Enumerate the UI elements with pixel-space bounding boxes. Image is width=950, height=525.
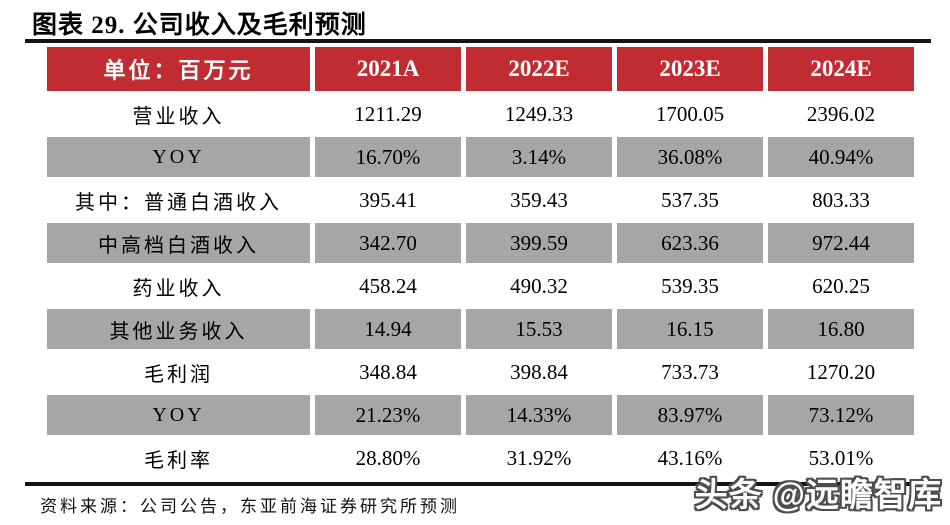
- table-cell: 1700.05: [655, 101, 725, 126]
- year-header-2024e: 2024E: [768, 47, 914, 91]
- table-row-revenue: 营业收入 1211.29 1249.33 1700.05 2396.02: [47, 94, 914, 134]
- row-label: 毛利润: [144, 363, 213, 386]
- table-cell: 73.12%: [768, 395, 914, 435]
- table-cell: 803.33: [812, 187, 870, 212]
- table-cell: 2396.02: [806, 101, 876, 126]
- table-row-gross-profit: 毛利润 348.84 398.84 733.73 1270.20: [47, 352, 914, 392]
- year-header-2021a: 2021A: [315, 47, 461, 91]
- source-note: 资料来源：公司公告，东亚前海证券研究所预测: [40, 497, 460, 516]
- table-row-gross-profit-yoy: YOY 21.23% 14.33% 83.97% 73.12%: [47, 395, 914, 435]
- table-cell: 40.94%: [768, 137, 914, 177]
- unit-header-cell: 单位：百万元: [47, 47, 310, 91]
- table-cell: 539.35: [661, 273, 719, 298]
- table-cell: 537.35: [661, 187, 719, 212]
- table-cell: 623.36: [617, 223, 763, 263]
- table-cell: 490.32: [510, 273, 568, 298]
- year-header-2022e: 2022E: [466, 47, 612, 91]
- table-cell: 43.16%: [657, 445, 723, 470]
- table-cell: 620.25: [812, 273, 870, 298]
- table-cell: 1211.29: [354, 101, 422, 126]
- toutiao-watermark: 头条 @远瞻智库: [694, 476, 942, 513]
- table-cell: 21.23%: [315, 395, 461, 435]
- row-label: 其中：普通白酒收入: [75, 191, 282, 214]
- table-cell: 16.80: [768, 309, 914, 349]
- table-row-other-business: 其他业务收入 14.94 15.53 16.15 16.80: [47, 309, 914, 349]
- table-cell: 16.15: [617, 309, 763, 349]
- table-cell: 53.01%: [808, 445, 874, 470]
- table-cell: 348.84: [359, 359, 417, 384]
- table-cell: 28.80%: [355, 445, 421, 470]
- table-cell: 83.97%: [617, 395, 763, 435]
- table-row-pharma: 药业收入 458.24 490.32 539.35 620.25: [47, 266, 914, 306]
- table-cell: 972.44: [768, 223, 914, 263]
- table-cell: 359.43: [510, 187, 568, 212]
- top-rule: [25, 39, 931, 43]
- table-cell: 31.92%: [506, 445, 572, 470]
- row-label: 营业收入: [132, 105, 225, 128]
- bottom-rule: [25, 482, 931, 486]
- table-row-midhigh-liquor: 中高档白酒收入 342.70 399.59 623.36 972.44: [47, 223, 914, 263]
- row-label: 毛利率: [144, 449, 213, 472]
- row-label: 中高档白酒收入: [47, 223, 310, 263]
- table-row-ordinary-liquor: 其中：普通白酒收入 395.41 359.43 537.35 803.33: [47, 180, 914, 220]
- row-label: 药业收入: [132, 277, 225, 300]
- year-header-2023e: 2023E: [617, 47, 763, 91]
- table-cell: 458.24: [359, 273, 417, 298]
- table-row-gross-margin: 毛利率 28.80% 31.92% 43.16% 53.01%: [47, 438, 914, 478]
- table-cell: 1249.33: [504, 101, 574, 126]
- table-cell: 3.14%: [466, 137, 612, 177]
- table-cell: 1270.20: [806, 359, 876, 384]
- table-cell: 733.73: [661, 359, 719, 384]
- forecast-table: 单位：百万元 2021A 2022E 2023E 2024E 营业收入 1211…: [42, 44, 919, 481]
- table-cell: 14.94: [315, 309, 461, 349]
- table-cell: 14.33%: [466, 395, 612, 435]
- table-cell: 15.53: [466, 309, 612, 349]
- table-cell: 395.41: [359, 187, 417, 212]
- row-label: YOY: [47, 395, 310, 435]
- row-label: YOY: [47, 137, 310, 177]
- table-header-row: 单位：百万元 2021A 2022E 2023E 2024E: [47, 47, 914, 91]
- table-row-revenue-yoy: YOY 16.70% 3.14% 36.08% 40.94%: [47, 137, 914, 177]
- table-cell: 342.70: [315, 223, 461, 263]
- figure-title: 图表 29. 公司收入及毛利预测: [32, 12, 367, 39]
- row-label: 其他业务收入: [47, 309, 310, 349]
- table-cell: 398.84: [510, 359, 568, 384]
- table-cell: 36.08%: [617, 137, 763, 177]
- table-cell: 399.59: [466, 223, 612, 263]
- table-cell: 16.70%: [315, 137, 461, 177]
